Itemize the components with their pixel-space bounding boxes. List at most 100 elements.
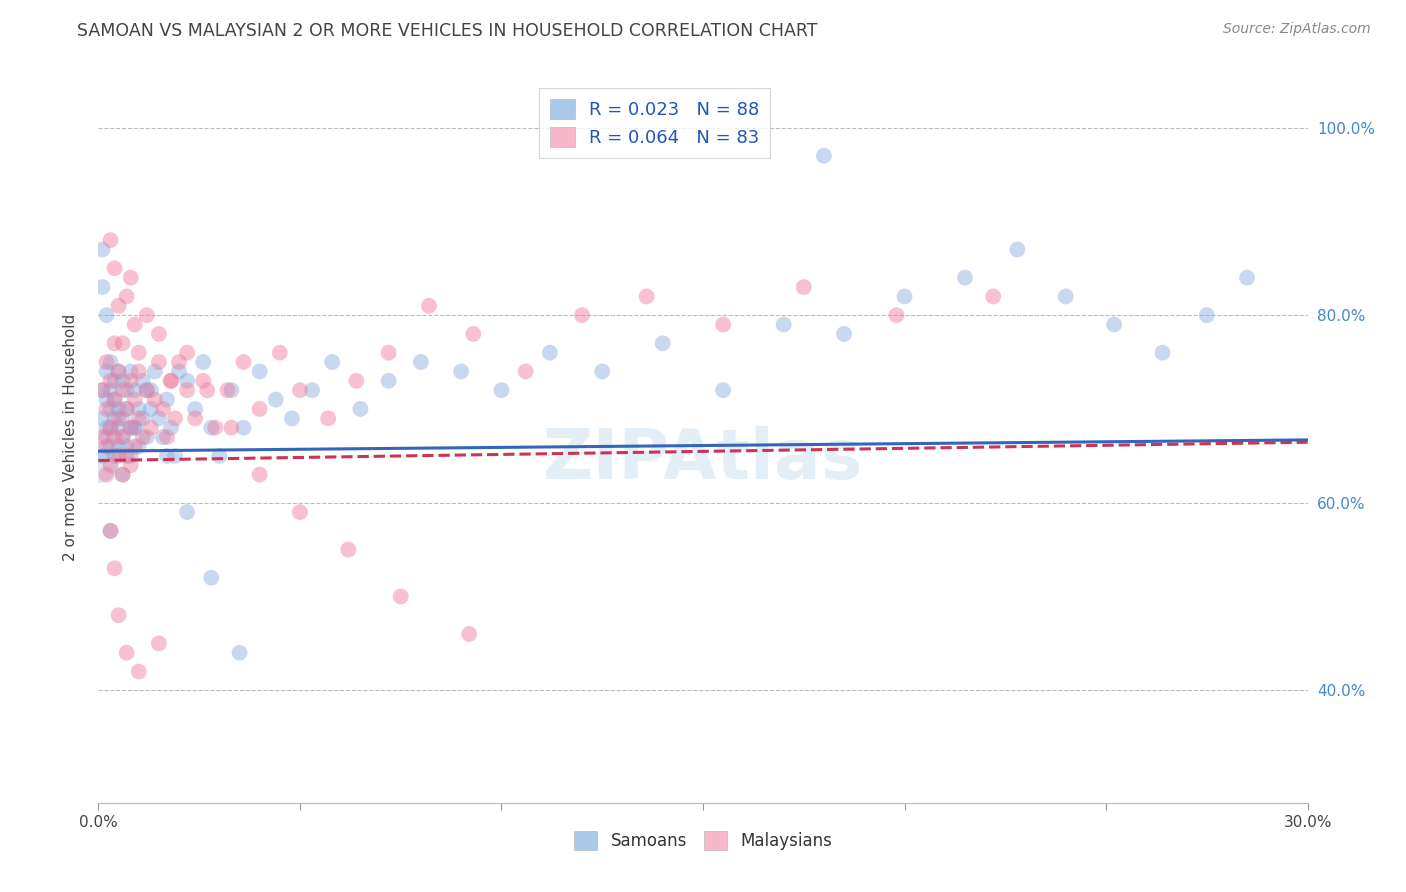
Point	[111, 411, 134, 425]
Point	[120, 420, 142, 434]
Point	[301, 383, 323, 397]
Point	[111, 467, 134, 482]
Point	[148, 355, 170, 369]
Legend: Samoans, Malaysians: Samoans, Malaysians	[567, 824, 839, 856]
Point	[232, 355, 254, 369]
Point	[107, 299, 129, 313]
Point	[288, 505, 311, 519]
Point	[91, 430, 114, 444]
Point	[100, 458, 122, 473]
Point	[886, 308, 908, 322]
Point	[100, 383, 122, 397]
Point	[100, 524, 122, 538]
Point	[389, 590, 412, 604]
Point	[264, 392, 287, 407]
Point	[96, 355, 118, 369]
Point	[156, 392, 179, 407]
Point	[200, 571, 222, 585]
Point	[132, 411, 155, 425]
Point	[228, 646, 250, 660]
Point	[176, 505, 198, 519]
Point	[96, 364, 118, 378]
Point	[571, 308, 593, 322]
Point	[221, 383, 243, 397]
Point	[100, 420, 122, 434]
Point	[135, 430, 157, 444]
Point	[953, 270, 976, 285]
Point	[156, 430, 179, 444]
Point	[711, 383, 734, 397]
Point	[103, 374, 125, 388]
Point	[981, 289, 1004, 303]
Point	[143, 364, 166, 378]
Point	[115, 401, 138, 416]
Point	[832, 326, 855, 341]
Point	[115, 289, 138, 303]
Point	[893, 289, 915, 303]
Point	[87, 456, 110, 470]
Point	[139, 383, 162, 397]
Point	[418, 299, 440, 313]
Point	[195, 383, 218, 397]
Point	[103, 430, 125, 444]
Point	[148, 326, 170, 341]
Point	[316, 411, 339, 425]
Point	[91, 449, 114, 463]
Point	[107, 440, 129, 454]
Point	[176, 345, 198, 359]
Point	[651, 336, 673, 351]
Point	[281, 411, 304, 425]
Point	[221, 420, 243, 434]
Point	[128, 401, 150, 416]
Point	[249, 467, 271, 482]
Point	[193, 355, 215, 369]
Y-axis label: 2 or more Vehicles in Household: 2 or more Vehicles in Household	[63, 313, 77, 561]
Point	[193, 374, 215, 388]
Point	[450, 364, 472, 378]
Point	[139, 401, 162, 416]
Point	[337, 542, 360, 557]
Point	[793, 280, 815, 294]
Point	[344, 374, 367, 388]
Point	[115, 401, 138, 416]
Point	[538, 345, 561, 359]
Point	[128, 345, 150, 359]
Point	[96, 467, 118, 482]
Point	[111, 430, 134, 444]
Point	[128, 364, 150, 378]
Point	[132, 374, 155, 388]
Point	[163, 411, 186, 425]
Point	[208, 449, 231, 463]
Point	[107, 449, 129, 463]
Point	[96, 440, 118, 454]
Point	[128, 665, 150, 679]
Point	[91, 243, 114, 257]
Point	[100, 374, 122, 388]
Point	[249, 401, 271, 416]
Point	[167, 355, 190, 369]
Point	[1236, 270, 1258, 285]
Point	[96, 308, 118, 322]
Point	[111, 336, 134, 351]
Point	[100, 524, 122, 538]
Point	[200, 420, 222, 434]
Point	[772, 318, 794, 332]
Point	[148, 411, 170, 425]
Point	[124, 420, 146, 434]
Point	[103, 449, 125, 463]
Point	[377, 374, 399, 388]
Point	[124, 383, 146, 397]
Point	[120, 458, 142, 473]
Point	[115, 440, 138, 454]
Point	[103, 261, 125, 276]
Point	[288, 383, 311, 397]
Point	[139, 420, 162, 434]
Point	[813, 149, 835, 163]
Point	[135, 383, 157, 397]
Point	[103, 392, 125, 407]
Point	[349, 401, 371, 416]
Point	[135, 308, 157, 322]
Point	[111, 383, 134, 397]
Point	[463, 326, 485, 341]
Text: Source: ZipAtlas.com: Source: ZipAtlas.com	[1223, 22, 1371, 37]
